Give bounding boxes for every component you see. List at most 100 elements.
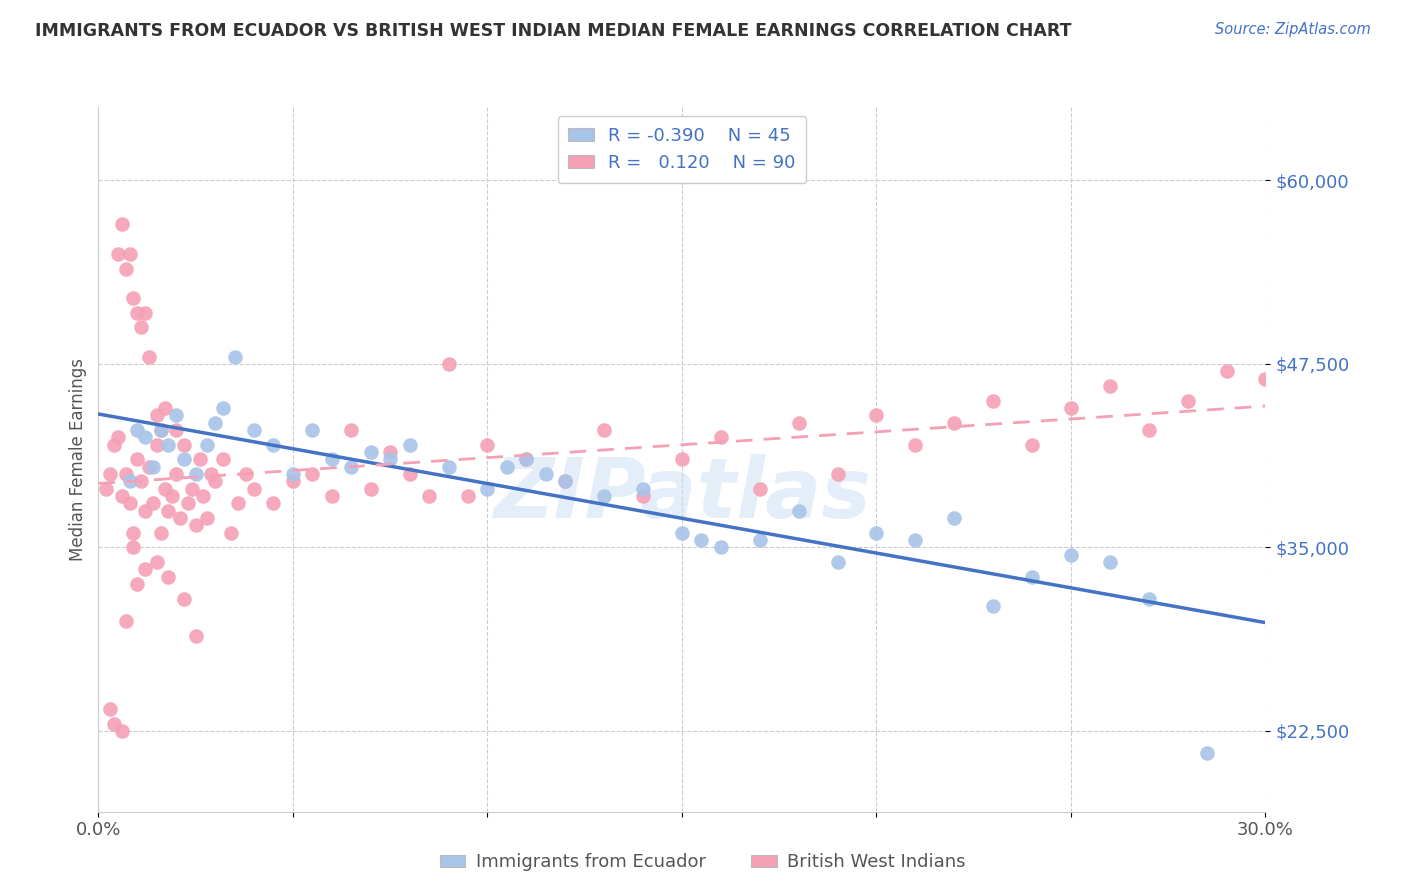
Point [122, 291, 145, 305]
Point [184, 628, 207, 642]
Point [710, 430, 733, 444]
Point [1137, 423, 1160, 437]
Point [162, 489, 184, 503]
Point [138, 350, 160, 364]
Point [281, 475, 304, 489]
Point [748, 482, 770, 496]
Point [360, 482, 382, 496]
Point [477, 482, 499, 496]
Point [1060, 548, 1083, 562]
Point [321, 452, 343, 467]
Point [690, 533, 713, 548]
Point [235, 467, 257, 481]
Point [157, 504, 180, 518]
Point [457, 489, 479, 503]
Point [228, 496, 250, 510]
Point [127, 305, 149, 319]
Point [1098, 555, 1121, 569]
Point [165, 409, 187, 423]
Point [321, 489, 343, 503]
Point [380, 452, 402, 467]
Point [554, 475, 576, 489]
Point [262, 438, 284, 452]
Point [1215, 364, 1237, 378]
Point [180, 482, 202, 496]
Point [134, 430, 156, 444]
Point [184, 467, 207, 481]
Point [1098, 379, 1121, 393]
Point [301, 467, 323, 481]
Point [1021, 570, 1043, 584]
Point [107, 247, 129, 261]
Point [134, 562, 156, 576]
Point [1195, 746, 1218, 760]
Text: IMMIGRANTS FROM ECUADOR VS BRITISH WEST INDIAN MEDIAN FEMALE EARNINGS CORRELATIO: IMMIGRANTS FROM ECUADOR VS BRITISH WEST … [35, 22, 1071, 40]
Point [149, 525, 172, 540]
Point [219, 525, 242, 540]
Point [865, 409, 887, 423]
Text: Source: ZipAtlas.com: Source: ZipAtlas.com [1215, 22, 1371, 37]
Point [165, 423, 187, 437]
Point [114, 261, 136, 276]
Point [1021, 438, 1043, 452]
Point [827, 555, 849, 569]
Point [129, 320, 152, 334]
Point [138, 459, 160, 474]
Point [149, 423, 172, 437]
Point [904, 438, 927, 452]
Point [981, 599, 1004, 614]
Point [787, 416, 810, 430]
Point [437, 459, 460, 474]
Point [118, 475, 141, 489]
Point [380, 445, 402, 459]
Point [943, 416, 966, 430]
Point [437, 357, 460, 371]
Point [398, 438, 420, 452]
Point [554, 475, 576, 489]
Point [146, 438, 169, 452]
Point [118, 247, 141, 261]
Point [281, 467, 304, 481]
Point [904, 533, 927, 548]
Point [173, 591, 195, 606]
Point [398, 467, 420, 481]
Point [243, 423, 266, 437]
Point [981, 393, 1004, 408]
Point [98, 702, 121, 716]
Point [127, 452, 149, 467]
Point [340, 423, 363, 437]
Point [212, 452, 235, 467]
Point [301, 423, 323, 437]
Point [827, 467, 849, 481]
Point [169, 511, 191, 525]
Point [243, 482, 266, 496]
Point [188, 452, 211, 467]
Point [153, 482, 176, 496]
Point [593, 489, 616, 503]
Point [787, 504, 810, 518]
Point [103, 438, 125, 452]
Point [212, 401, 235, 415]
Point [107, 430, 129, 444]
Point [114, 614, 136, 628]
Point [173, 438, 195, 452]
Point [534, 467, 557, 481]
Point [204, 416, 226, 430]
Point [177, 496, 200, 510]
Point [496, 459, 519, 474]
Point [134, 504, 156, 518]
Point [157, 570, 180, 584]
Point [671, 452, 693, 467]
Point [1177, 393, 1199, 408]
Point [593, 423, 616, 437]
Point [142, 459, 165, 474]
Point [129, 475, 152, 489]
Point [184, 518, 207, 533]
Point [122, 525, 145, 540]
Point [477, 438, 499, 452]
Point [631, 482, 654, 496]
Point [118, 496, 141, 510]
Point [631, 489, 654, 503]
Point [111, 218, 134, 232]
Point [111, 489, 134, 503]
